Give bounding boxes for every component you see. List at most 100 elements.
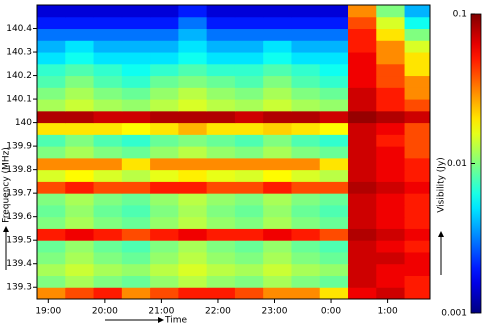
heatmap-cell — [93, 122, 123, 135]
heatmap — [37, 5, 430, 299]
heatmap-cell — [206, 87, 236, 100]
heatmap-cell — [206, 216, 236, 229]
heatmap-cell — [263, 240, 292, 253]
heatmap-cell — [178, 28, 208, 41]
heatmap-cell — [319, 181, 349, 194]
heatmap-cell — [348, 216, 377, 229]
heatmap-cell — [404, 193, 430, 206]
heatmap-cell — [376, 275, 406, 288]
heatmap-cell — [178, 99, 208, 112]
heatmap-cell — [121, 122, 151, 135]
x-tick-label: 23:00 — [262, 307, 288, 317]
heatmap-cell — [121, 193, 151, 206]
heatmap-cell — [37, 181, 66, 194]
heatmap-cell — [234, 134, 264, 147]
heatmap-cell — [319, 122, 349, 135]
heatmap-cell — [150, 63, 179, 77]
heatmap-cell — [404, 40, 430, 53]
heatmap-cell — [376, 204, 406, 218]
heatmap-cell — [263, 275, 292, 288]
heatmap-cell — [150, 16, 179, 30]
heatmap-cell — [376, 52, 406, 65]
heatmap-cell — [376, 28, 406, 41]
heatmap-cell — [234, 216, 264, 229]
heatmap-cell — [37, 28, 66, 41]
heatmap-cell — [93, 157, 123, 171]
heatmap-cell — [404, 181, 430, 194]
heatmap-cell — [37, 251, 66, 265]
heatmap-cell — [65, 157, 95, 171]
heatmap-cell — [37, 134, 66, 147]
heatmap-cell — [121, 146, 151, 159]
heatmap-cell — [206, 193, 236, 206]
heatmap-cell — [348, 146, 377, 159]
heatmap-cell — [121, 87, 151, 100]
x-tick-label: 22:00 — [205, 307, 231, 317]
heatmap-cell — [348, 204, 377, 218]
heatmap-cell — [121, 5, 151, 18]
heatmap-cell — [234, 52, 264, 65]
heatmap-cell — [150, 87, 179, 100]
heatmap-cell — [178, 63, 208, 77]
heatmap-cell — [291, 99, 321, 112]
colorbar-label: Visibility (Jy) — [437, 157, 447, 213]
heatmap-cell — [291, 181, 321, 194]
heatmap-cell — [291, 75, 321, 88]
heatmap-cell — [206, 52, 236, 65]
heatmap-cell — [348, 228, 377, 241]
heatmap-cell — [178, 287, 208, 299]
heatmap-cell — [206, 157, 236, 171]
heatmap-cell — [348, 122, 377, 135]
heatmap-cell — [234, 157, 264, 171]
heatmap-cell — [121, 263, 151, 276]
heatmap-cell — [404, 28, 430, 41]
heatmap-cell — [376, 228, 406, 241]
heatmap-cell — [376, 87, 406, 100]
heatmap-cell — [319, 146, 349, 159]
heatmap-cell — [263, 157, 292, 171]
heatmap-cell — [206, 240, 236, 253]
heatmap-cell — [348, 63, 377, 77]
heatmap-cell — [121, 216, 151, 229]
heatmap-cell — [348, 5, 377, 18]
heatmap-cell — [404, 263, 430, 276]
heatmap-cell — [263, 99, 292, 112]
heatmap-cell — [93, 181, 123, 194]
heatmap-cell — [150, 146, 179, 159]
heatmap-cell — [263, 28, 292, 41]
heatmap-cell — [319, 40, 349, 53]
heatmap-cell — [121, 110, 151, 124]
heatmap-cell — [121, 204, 151, 218]
heatmap-cell — [93, 169, 123, 182]
heatmap-cell — [93, 99, 123, 112]
heatmap-cell — [234, 28, 264, 41]
heatmap-cell — [178, 40, 208, 53]
heatmap-cell — [150, 134, 179, 147]
y-tick-label: 140.3 — [6, 48, 32, 58]
heatmap-cell — [234, 204, 264, 218]
heatmap-cell — [234, 240, 264, 253]
heatmap-cell — [178, 263, 208, 276]
heatmap-cell — [376, 134, 406, 147]
heatmap-cell — [234, 110, 264, 124]
heatmap-cell — [234, 181, 264, 194]
heatmap-cell — [376, 16, 406, 30]
heatmap-cell — [263, 122, 292, 135]
heatmap-cell — [234, 263, 264, 276]
heatmap-cell — [348, 110, 377, 124]
heatmap-cell — [404, 228, 430, 241]
heatmap-cell — [291, 216, 321, 229]
heatmap-cell — [319, 63, 349, 77]
heatmap-cell — [150, 28, 179, 41]
heatmap-cell — [206, 287, 236, 299]
heatmap-cell — [404, 204, 430, 218]
heatmap-cell — [291, 157, 321, 171]
heatmap-cell — [150, 110, 179, 124]
heatmap-cell — [93, 75, 123, 88]
heatmap-cell — [121, 63, 151, 77]
heatmap-cell — [178, 87, 208, 100]
heatmap-cell — [93, 28, 123, 41]
heatmap-cell — [93, 287, 123, 299]
heatmap-cell — [263, 146, 292, 159]
heatmap-cell — [93, 275, 123, 288]
